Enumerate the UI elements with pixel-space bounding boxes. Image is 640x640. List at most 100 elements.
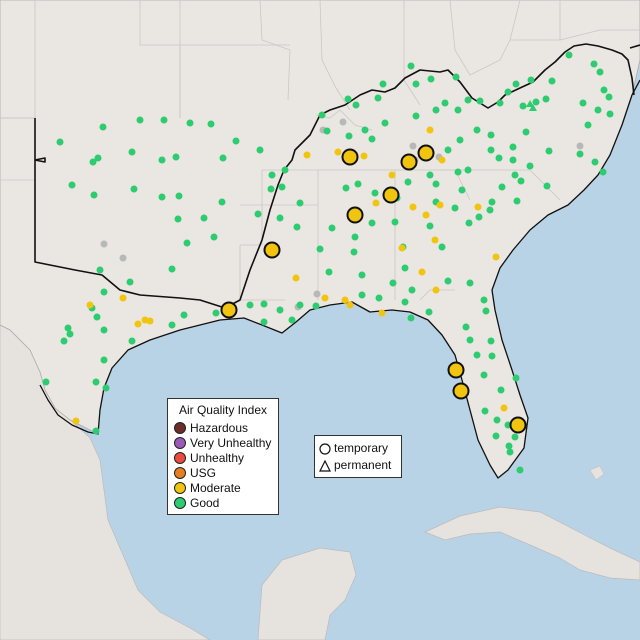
good-monitor[interactable]	[371, 189, 379, 197]
moderate-monitor[interactable]	[492, 253, 500, 261]
good-monitor[interactable]	[361, 126, 369, 134]
good-monitor[interactable]	[488, 198, 496, 206]
good-permanent-monitor[interactable]	[526, 100, 534, 107]
good-monitor[interactable]	[94, 154, 102, 162]
good-monitor[interactable]	[512, 374, 520, 382]
good-monitor[interactable]	[458, 186, 466, 194]
good-monitor[interactable]	[451, 204, 459, 212]
good-monitor[interactable]	[174, 215, 182, 223]
moderate-monitor[interactable]	[418, 268, 426, 276]
moderate-monitor[interactable]	[86, 301, 94, 309]
good-monitor[interactable]	[488, 352, 496, 360]
good-monitor[interactable]	[374, 94, 382, 102]
good-monitor[interactable]	[325, 268, 333, 276]
good-monitor[interactable]	[509, 143, 517, 151]
moderate-monitor[interactable]	[119, 294, 127, 302]
good-monitor[interactable]	[168, 321, 176, 329]
moderate-monitor[interactable]	[292, 274, 300, 282]
good-monitor[interactable]	[130, 185, 138, 193]
moderate-monitor[interactable]	[398, 244, 406, 252]
moderate-monitor[interactable]	[321, 294, 329, 302]
good-monitor[interactable]	[527, 76, 535, 84]
good-monitor[interactable]	[466, 279, 474, 287]
good-monitor[interactable]	[432, 180, 440, 188]
good-monitor[interactable]	[504, 88, 512, 96]
moderate-temporary-monitor[interactable]	[509, 416, 527, 434]
good-monitor[interactable]	[482, 307, 490, 315]
good-monitor[interactable]	[545, 147, 553, 155]
good-monitor[interactable]	[136, 116, 144, 124]
good-monitor[interactable]	[466, 336, 474, 344]
good-monitor[interactable]	[591, 158, 599, 166]
good-monitor[interactable]	[590, 60, 598, 68]
good-monitor[interactable]	[100, 326, 108, 334]
good-monitor[interactable]	[316, 245, 324, 253]
good-monitor[interactable]	[511, 171, 519, 179]
good-monitor[interactable]	[480, 296, 488, 304]
moderate-monitor[interactable]	[372, 199, 380, 207]
good-monitor[interactable]	[454, 168, 462, 176]
moderate-monitor[interactable]	[422, 211, 430, 219]
good-monitor[interactable]	[427, 75, 435, 83]
good-monitor[interactable]	[379, 80, 387, 88]
good-monitor[interactable]	[487, 131, 495, 139]
good-monitor[interactable]	[594, 106, 602, 114]
good-monitor[interactable]	[475, 213, 483, 221]
good-monitor[interactable]	[401, 298, 409, 306]
good-monitor[interactable]	[219, 154, 227, 162]
moderate-temporary-monitor[interactable]	[341, 148, 359, 166]
moderate-monitor[interactable]	[334, 148, 342, 156]
good-monitor[interactable]	[426, 222, 434, 230]
moderate-monitor[interactable]	[409, 203, 417, 211]
good-monitor[interactable]	[408, 286, 416, 294]
good-monitor[interactable]	[404, 178, 412, 186]
good-monitor[interactable]	[375, 294, 383, 302]
moderate-monitor[interactable]	[474, 203, 482, 211]
moderate-monitor[interactable]	[432, 286, 440, 294]
good-monitor[interactable]	[454, 106, 462, 114]
moderate-monitor[interactable]	[360, 152, 368, 160]
good-monitor[interactable]	[276, 214, 284, 222]
good-monitor[interactable]	[464, 166, 472, 174]
good-monitor[interactable]	[256, 146, 264, 154]
no-data-monitor[interactable]	[339, 118, 347, 126]
good-monitor[interactable]	[296, 301, 304, 309]
no-data-monitor[interactable]	[576, 142, 584, 150]
moderate-monitor[interactable]	[426, 126, 434, 134]
good-monitor[interactable]	[522, 128, 530, 136]
good-monitor[interactable]	[487, 146, 495, 154]
good-monitor[interactable]	[200, 214, 208, 222]
good-monitor[interactable]	[473, 351, 481, 359]
good-monitor[interactable]	[464, 96, 472, 104]
good-monitor[interactable]	[358, 271, 366, 279]
good-monitor[interactable]	[66, 330, 74, 338]
good-monitor[interactable]	[344, 95, 352, 103]
good-monitor[interactable]	[172, 153, 180, 161]
good-monitor[interactable]	[168, 265, 176, 273]
moderate-monitor[interactable]	[378, 309, 386, 317]
good-monitor[interactable]	[126, 278, 134, 286]
good-monitor[interactable]	[102, 384, 110, 392]
good-monitor[interactable]	[412, 112, 420, 120]
good-monitor[interactable]	[391, 218, 399, 226]
good-monitor[interactable]	[542, 95, 550, 103]
good-monitor[interactable]	[444, 146, 452, 154]
good-monitor[interactable]	[526, 162, 534, 170]
good-monitor[interactable]	[183, 239, 191, 247]
no-data-monitor[interactable]	[100, 240, 108, 248]
good-monitor[interactable]	[496, 99, 504, 107]
good-monitor[interactable]	[323, 127, 331, 135]
good-monitor[interactable]	[579, 99, 587, 107]
moderate-monitor[interactable]	[341, 296, 349, 304]
good-monitor[interactable]	[100, 288, 108, 296]
moderate-monitor[interactable]	[72, 417, 80, 425]
good-monitor[interactable]	[312, 302, 320, 310]
good-monitor[interactable]	[64, 324, 72, 332]
moderate-temporary-monitor[interactable]	[346, 206, 364, 224]
good-monitor[interactable]	[606, 110, 614, 118]
good-monitor[interactable]	[548, 77, 556, 85]
good-monitor[interactable]	[493, 416, 501, 424]
good-monitor[interactable]	[425, 308, 433, 316]
good-monitor[interactable]	[212, 309, 220, 317]
